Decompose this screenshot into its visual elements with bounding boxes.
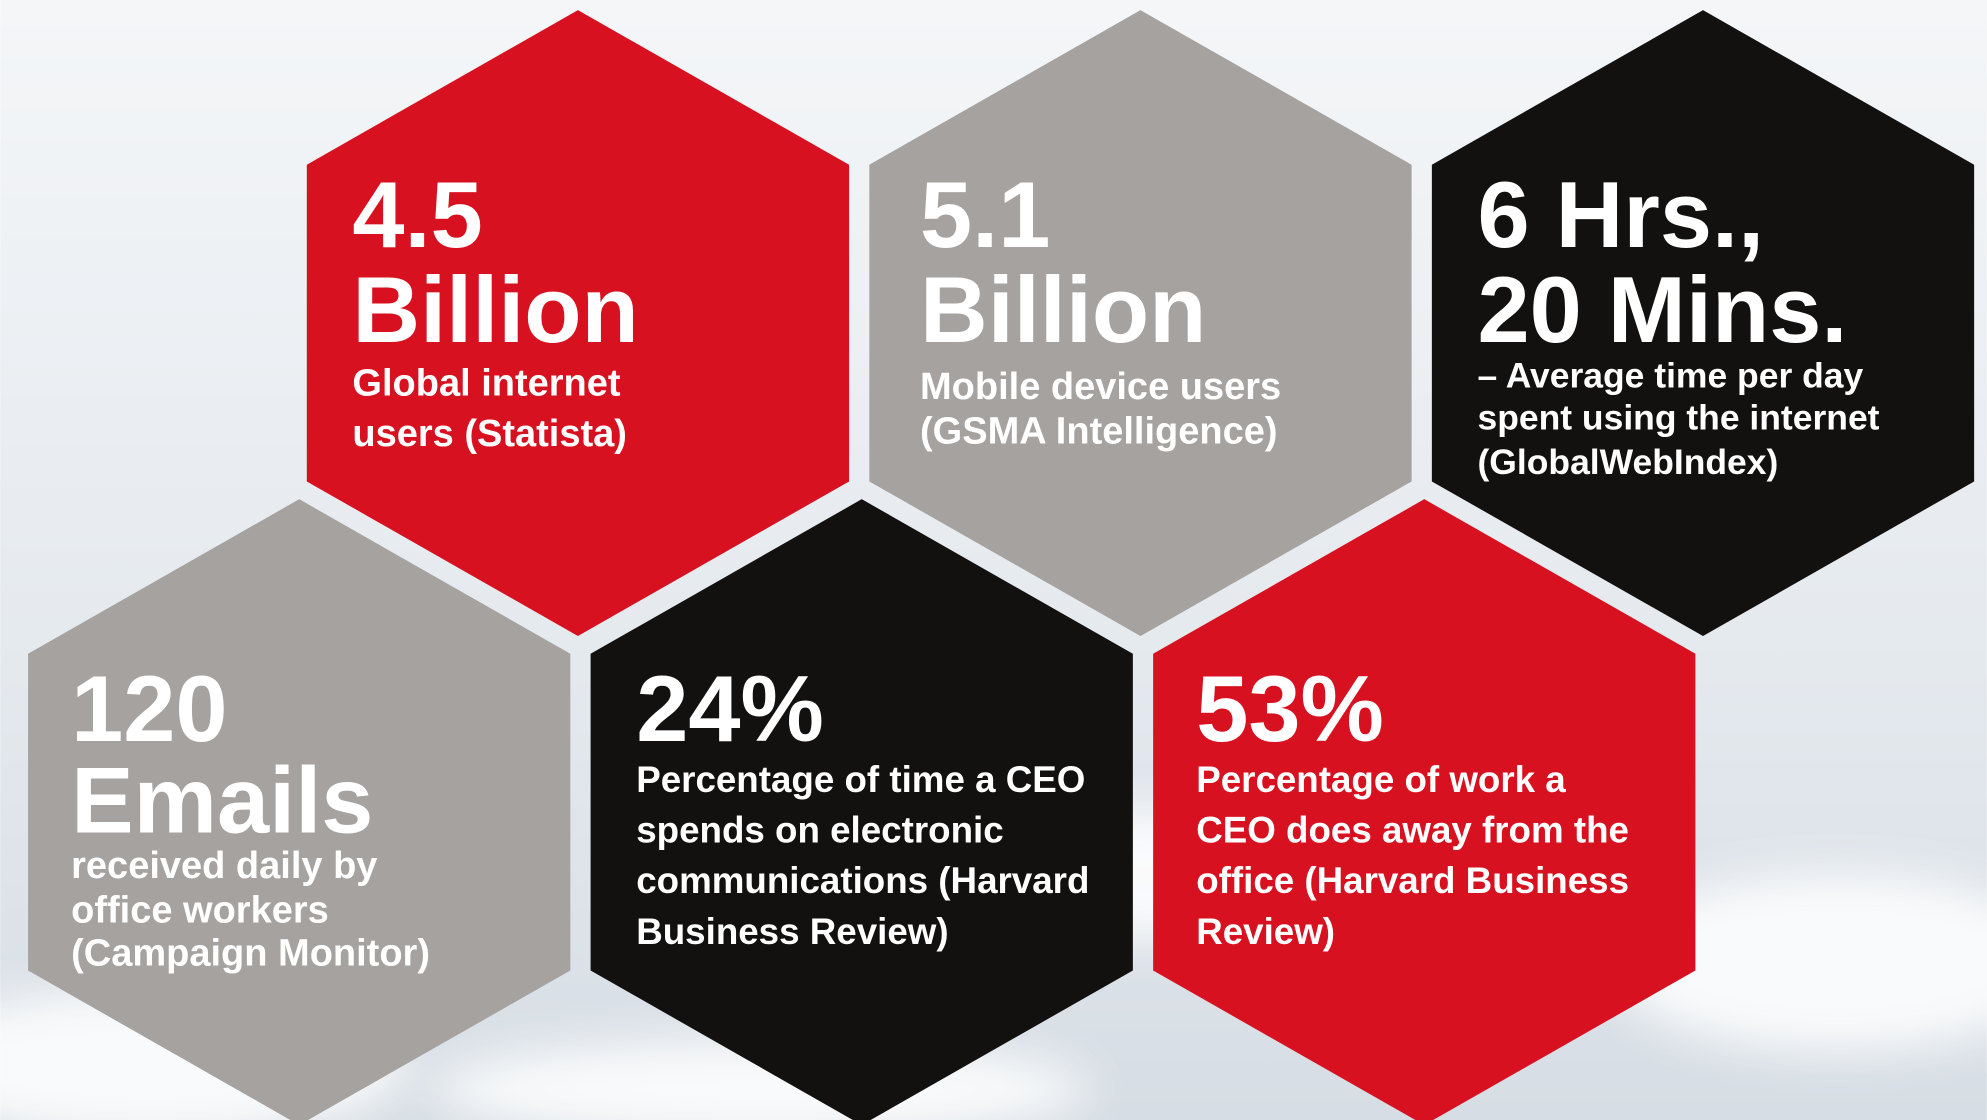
stat-headline: Billion	[920, 257, 1206, 362]
stat-description: (GlobalWebIndex)	[1477, 442, 1778, 482]
stat-description: spent using the internet	[1477, 398, 1879, 438]
stat-description: Review)	[1196, 911, 1335, 952]
hexagon	[590, 499, 1133, 1120]
stat-description: users (Statista)	[352, 413, 627, 455]
hexagon	[306, 10, 850, 637]
stat-cell: 6 Hrs.,20 Mins.– Average time per dayspe…	[1431, 10, 1975, 637]
stat-headline: Billion	[352, 257, 638, 362]
stat-description: Percentage of work a	[1196, 759, 1566, 800]
stat-description: Global internet	[352, 362, 620, 404]
stat-headline: 20 Mins.	[1477, 257, 1847, 362]
stat-description: – Average time per day	[1477, 356, 1863, 396]
stat-description: spends on electronic	[636, 810, 1003, 851]
stat-description: Percentage of time a CEO	[636, 759, 1085, 800]
hexagon	[1153, 499, 1696, 1120]
stat-description: communications (Harvard	[636, 860, 1089, 901]
stat-cell: 24%Percentage of time a CEO spends on ele…	[590, 499, 1133, 1120]
stat-headline: Emails	[71, 747, 373, 852]
stat-description: CEO does away from the	[1196, 810, 1629, 851]
stat-headline: 6 Hrs.,	[1477, 162, 1764, 267]
stat-description: office (Harvard Business	[1196, 860, 1629, 901]
stat-headline: 120	[71, 656, 227, 761]
stat-headline: 5.1	[920, 162, 1050, 267]
stat-description: received daily by	[71, 845, 377, 887]
hexagon	[1431, 10, 1975, 637]
stat-headline: 53%	[1196, 656, 1384, 761]
hexagon	[28, 499, 571, 1120]
stat-headline: 4.5	[352, 162, 482, 267]
stat-cell: 53%Percentage of work a CEO does away fro…	[1153, 499, 1696, 1120]
stat-description: office workers	[71, 889, 329, 931]
stat-description: Mobile device users	[920, 366, 1281, 408]
stat-headline: 24%	[636, 656, 824, 761]
hexagon	[869, 10, 1412, 637]
stat-description: Business Review)	[636, 911, 948, 952]
stat-description: (Campaign Monitor)	[71, 932, 430, 974]
stat-description: (GSMA Intelligence)	[920, 410, 1278, 452]
